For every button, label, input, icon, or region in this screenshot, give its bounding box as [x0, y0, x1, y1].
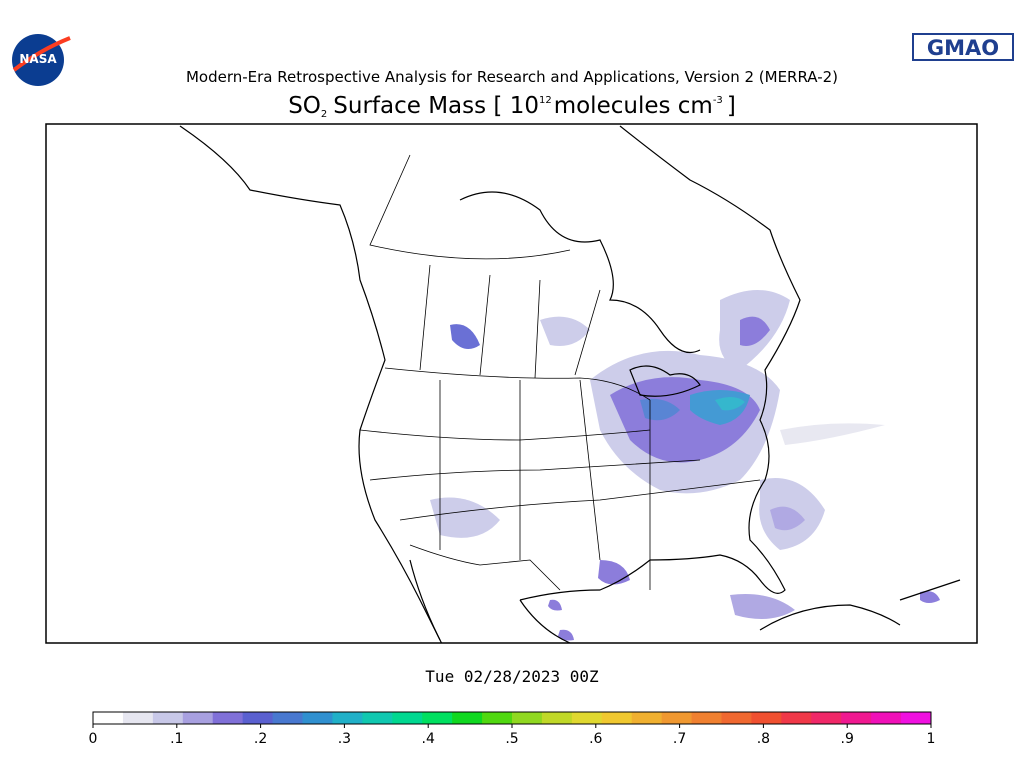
colorbar: 0 .1 .2 .3 .4 .5 .6 .7 .8 .9 1 — [89, 711, 936, 747]
colorbar-cell — [601, 712, 633, 724]
logo-text: GMAO — [927, 36, 999, 60]
colorbar-cell — [841, 712, 872, 724]
map-frame — [45, 123, 978, 644]
colorbar-cell — [332, 712, 363, 724]
colorbar-cell — [661, 712, 693, 724]
colorbar-cell — [242, 712, 274, 724]
title-sub: 2 — [321, 109, 327, 120]
colorbar-cell — [631, 712, 663, 724]
colorbar-tick-label: 1 — [927, 731, 936, 747]
colorbar-cell — [422, 712, 453, 724]
logo-text: NASA — [19, 52, 57, 66]
colorbar-cell — [392, 712, 423, 724]
colorbar-cell — [362, 712, 393, 724]
colorbar-cell — [571, 712, 603, 724]
colorbar-cell — [871, 712, 902, 724]
title-sup: -3 — [713, 95, 723, 106]
colorbar-tick-label: .2 — [254, 731, 267, 747]
colorbar-tick-label: .5 — [505, 731, 518, 747]
colorbar-tick-label: .6 — [589, 731, 602, 747]
coastlines — [179, 125, 961, 643]
colorbar-tick-label: 0 — [89, 731, 98, 747]
borders — [359, 154, 761, 591]
colorbar-cell — [212, 712, 244, 724]
nasa-logo: NASA — [12, 34, 71, 86]
colorbar-cell — [482, 712, 513, 724]
title: SO2 Surface Mass [ 1012molecules cm-3] — [288, 93, 736, 120]
colorbar-cell — [93, 712, 124, 724]
concentration-field — [430, 290, 940, 641]
colorbar-cell — [122, 712, 154, 724]
colorbar-cell — [272, 712, 303, 724]
gmao-logo: GMAO — [912, 33, 1014, 61]
map — [45, 123, 978, 644]
colorbar-cell — [302, 712, 333, 724]
colorbar-cell — [541, 712, 573, 724]
colorbar-tick-label: .8 — [757, 731, 770, 747]
colorbar-cell — [751, 712, 782, 724]
title-part: ] — [727, 93, 736, 119]
colorbar-tick-label: .4 — [422, 731, 435, 747]
colorbar-tick-label: .7 — [673, 731, 686, 747]
colorbar-cell — [901, 712, 932, 724]
title-sup: 12 — [539, 95, 552, 106]
subtitle: Modern-Era Retrospective Analysis for Re… — [186, 68, 838, 86]
colorbar-cell — [811, 712, 842, 724]
date-label: Tue 02/28/2023 00Z — [425, 667, 599, 686]
colorbar-cell — [182, 712, 214, 724]
title-part: SO — [288, 93, 321, 119]
colorbar-cell — [512, 712, 543, 724]
colorbar-cell — [781, 712, 812, 724]
colorbar-tick-label: .9 — [841, 731, 854, 747]
colorbar-cell — [152, 712, 184, 724]
colorbar-cell — [721, 712, 752, 724]
title-part: Surface Mass [ 10 — [333, 93, 539, 119]
title-part: molecules cm — [554, 93, 713, 119]
colorbar-tick-label: .1 — [170, 731, 183, 747]
colorbar-tick-label: .3 — [338, 731, 351, 747]
colorbar-cell — [691, 712, 722, 724]
colorbar-cell — [452, 712, 483, 724]
